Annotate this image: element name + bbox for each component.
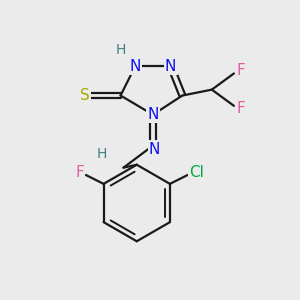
Text: F: F: [237, 101, 246, 116]
Text: N: N: [147, 107, 159, 122]
Text: S: S: [80, 88, 90, 103]
Text: Cl: Cl: [189, 165, 204, 180]
Text: H: H: [116, 43, 126, 57]
Text: N: N: [149, 142, 160, 157]
Text: H: H: [96, 147, 106, 161]
Text: N: N: [130, 58, 141, 74]
Text: F: F: [237, 63, 246, 78]
Text: N: N: [165, 58, 176, 74]
Text: F: F: [75, 165, 84, 180]
